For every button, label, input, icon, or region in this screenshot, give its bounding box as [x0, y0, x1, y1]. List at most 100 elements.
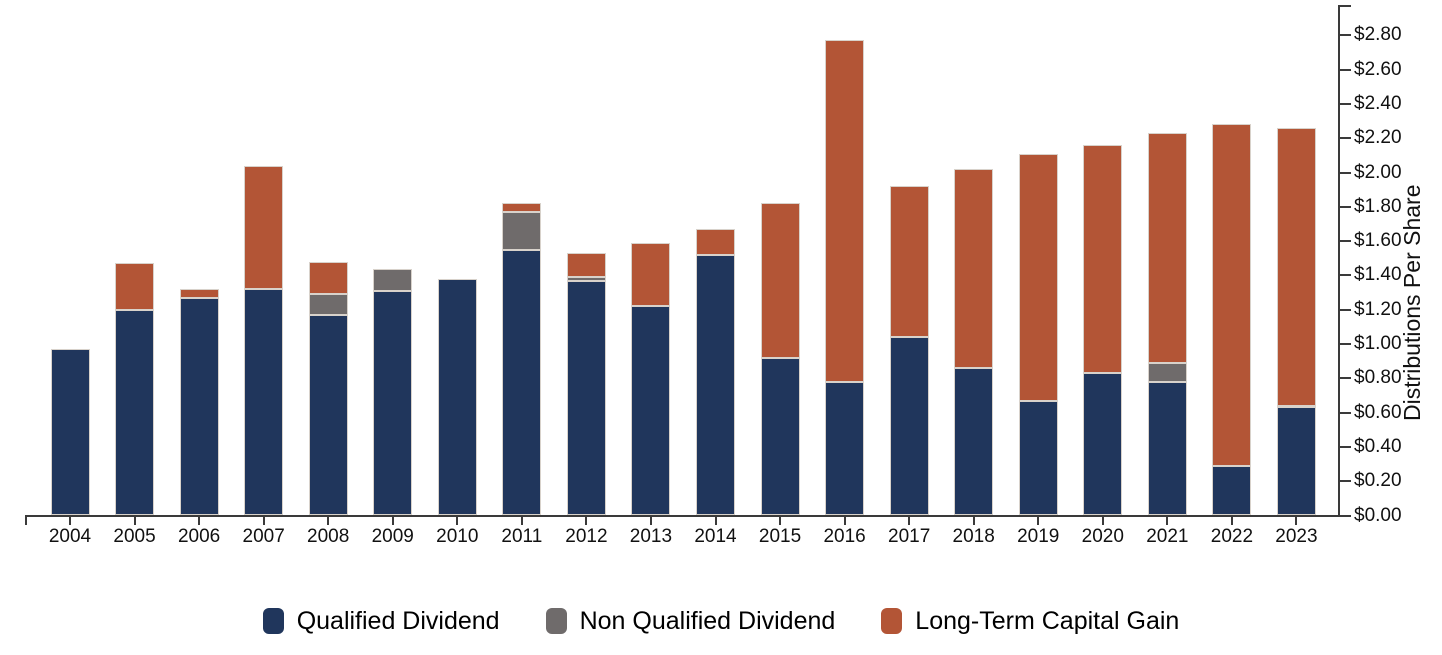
- x-tick: [198, 517, 201, 525]
- bar-segment-non-qualified-dividend: [373, 268, 413, 291]
- bar-segment-long-term-capital-gain: [502, 203, 542, 212]
- x-tick: [779, 517, 782, 525]
- legend-swatch-icon: [262, 608, 284, 634]
- bar-segment-qualified-dividend: [825, 381, 865, 516]
- y-tick: [1338, 240, 1351, 243]
- y-tick: [1338, 68, 1351, 71]
- y-tick-label: $1.40: [1354, 264, 1402, 286]
- x-tick: [972, 517, 975, 525]
- y-tick-label: $2.60: [1354, 58, 1402, 80]
- bar-segment-long-term-capital-gain: [1083, 145, 1123, 374]
- y-tick: [1338, 34, 1351, 37]
- y-tick: [1338, 480, 1351, 483]
- x-tick-label: 2007: [242, 525, 285, 547]
- bar-segment-long-term-capital-gain: [1212, 124, 1252, 466]
- x-tick-label: 2016: [823, 525, 866, 547]
- bar-segment-qualified-dividend: [502, 249, 542, 516]
- bar-segment-qualified-dividend: [179, 297, 219, 516]
- x-axis-end-tick: [25, 517, 27, 525]
- y-tick: [1338, 137, 1351, 140]
- y-axis-title: Distributions Per Share: [1399, 184, 1425, 422]
- y-tick-label: $0.00: [1354, 504, 1402, 526]
- bar-segment-non-qualified-dividend: [566, 277, 606, 281]
- bar-segment-long-term-capital-gain: [179, 289, 219, 298]
- y-tick-label: $2.80: [1354, 24, 1402, 46]
- y-axis-line: [1338, 6, 1340, 517]
- bar-segment-long-term-capital-gain: [1018, 153, 1058, 401]
- bar-segment-qualified-dividend: [1147, 381, 1187, 516]
- y-tick: [1338, 102, 1351, 105]
- x-tick-label: 2011: [501, 525, 543, 547]
- bar-segment-qualified-dividend: [244, 289, 284, 516]
- y-axis-top-tick: [1338, 5, 1351, 8]
- x-tick: [1101, 517, 1104, 525]
- bar-segment-long-term-capital-gain: [1276, 127, 1316, 406]
- x-tick: [714, 517, 717, 525]
- legend-label: Long-Term Capital Gain: [915, 607, 1180, 635]
- x-tick: [843, 517, 846, 525]
- plot-area: 2004 2005 2006 2007 2008 2009 2010 2011 2012 2013…: [25, 5, 1402, 547]
- x-tick: [1037, 517, 1040, 525]
- y-tick-label: $2.20: [1354, 127, 1402, 149]
- x-tick: [133, 517, 136, 525]
- bar-segment-qualified-dividend: [1018, 400, 1058, 516]
- bar-segment-non-qualified-dividend: [502, 211, 542, 250]
- y-tick-label: $2.40: [1354, 92, 1402, 114]
- bar-segment-qualified-dividend: [696, 254, 735, 516]
- bar-segment-qualified-dividend: [566, 280, 606, 516]
- x-tick-label: 2019: [1017, 525, 1060, 547]
- bar-segment-qualified-dividend: [50, 349, 90, 516]
- x-tick-label: 2006: [177, 525, 221, 547]
- bar-segment-qualified-dividend: [1276, 407, 1316, 516]
- bar-segment-qualified-dividend: [437, 278, 477, 516]
- bar-segment-non-qualified-dividend: [1147, 362, 1187, 382]
- y-tick-label: $1.00: [1354, 333, 1402, 354]
- y-tick-label: $1.20: [1354, 298, 1402, 320]
- bar-segment-long-term-capital-gain: [244, 165, 284, 290]
- y-tick-label: $0.80: [1354, 367, 1402, 389]
- x-tick-label: 2023: [1275, 525, 1318, 547]
- x-axis-line: [25, 514, 1340, 517]
- bar-segment-long-term-capital-gain: [308, 261, 348, 295]
- x-tick-label: 2014: [694, 525, 737, 547]
- x-tick: [1166, 517, 1169, 525]
- bar-segment-qualified-dividend: [760, 357, 800, 516]
- bar-segment-non-qualified-dividend: [1276, 405, 1316, 408]
- x-tick: [327, 517, 330, 525]
- y-tick: [1338, 343, 1351, 345]
- y-tick-label: $0.40: [1354, 435, 1402, 457]
- y-tick: [1338, 514, 1351, 517]
- bar-segment-long-term-capital-gain: [1147, 133, 1187, 363]
- bar-segment-qualified-dividend: [115, 309, 155, 516]
- x-tick: [585, 517, 588, 525]
- x-tick: [69, 517, 71, 525]
- y-tick: [1338, 445, 1351, 448]
- legend-item-long-term-capital-gain: Long-Term Capital Gain: [881, 606, 1179, 636]
- y-tick-label: $0.60: [1354, 401, 1402, 423]
- x-tick-label: 2020: [1081, 525, 1124, 547]
- legend-label: Non Qualified Dividend: [579, 607, 836, 635]
- y-tick: [1338, 411, 1351, 414]
- bar-segment-long-term-capital-gain: [954, 169, 994, 368]
- bar-segment-long-term-capital-gain: [631, 242, 671, 307]
- x-tick-label: 2021: [1146, 525, 1189, 547]
- y-tick-label: $0.20: [1354, 470, 1402, 492]
- y-tick: [1338, 274, 1351, 277]
- x-tick-label: 2010: [436, 525, 479, 547]
- y-tick: [1338, 205, 1351, 208]
- x-tick-label: 2018: [952, 525, 995, 547]
- y-tick: [1338, 171, 1351, 174]
- bar-segment-qualified-dividend: [373, 290, 413, 516]
- x-tick-label: 2015: [758, 525, 802, 547]
- bar-segment-qualified-dividend: [889, 337, 929, 516]
- x-tick-label: 2008: [307, 525, 350, 547]
- x-tick: [391, 517, 394, 525]
- x-tick: [908, 517, 911, 525]
- bar-segment-long-term-capital-gain: [889, 186, 929, 338]
- x-tick-label: 2005: [113, 525, 156, 547]
- y-tick-label: $2.00: [1354, 161, 1402, 183]
- y-tick-label: $1.80: [1354, 195, 1402, 217]
- bar-segment-qualified-dividend: [631, 306, 671, 516]
- legend-swatch-icon: [545, 608, 567, 634]
